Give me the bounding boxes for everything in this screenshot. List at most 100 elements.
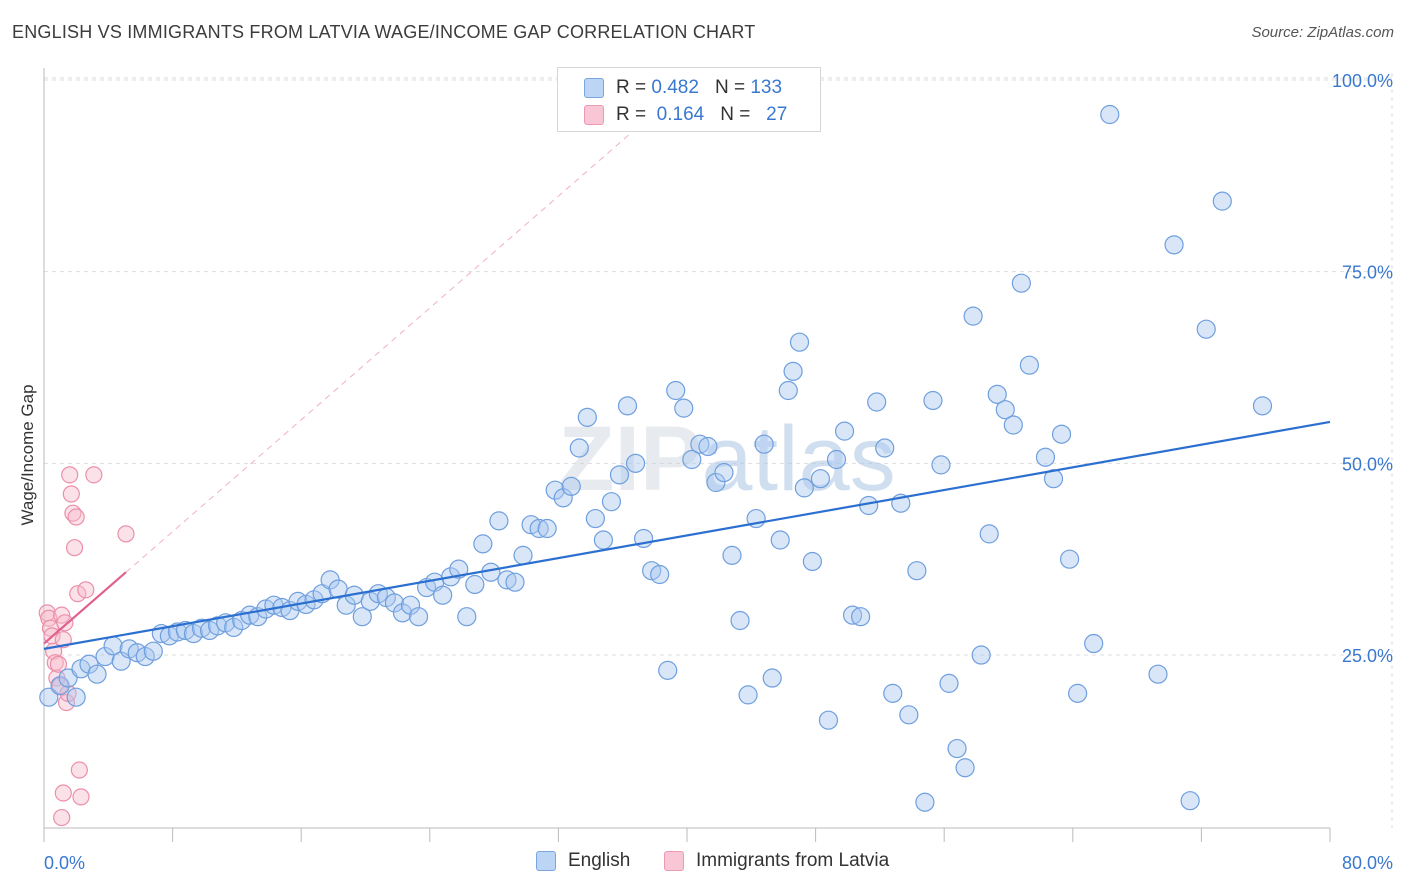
english-point	[384, 593, 405, 613]
latvia-trend-extension	[125, 133, 631, 573]
english-point	[971, 645, 991, 665]
english-legend-label: English	[568, 850, 631, 871]
y-tick-label: 75.0%	[1342, 263, 1393, 283]
english-point	[39, 687, 59, 707]
latvia-trend-line	[43, 571, 127, 645]
latvia-n-label: N =	[720, 104, 751, 125]
latvia-swatch	[584, 105, 604, 125]
english-point	[537, 518, 557, 539]
english-point	[995, 400, 1015, 420]
latvia-r-value: 0.164	[656, 104, 705, 125]
english-point	[224, 617, 244, 638]
latvia-point	[65, 539, 84, 557]
tick-labels: 25.0% 50.0% 75.0% 100.0% 0.0% 80.0%	[44, 71, 1393, 873]
watermark: ZIPatlas	[558, 408, 895, 510]
english-point	[609, 465, 630, 485]
english-point	[352, 607, 372, 627]
english-point	[1164, 235, 1184, 255]
latvia-point	[56, 614, 74, 632]
english-point	[783, 361, 803, 381]
english-point	[585, 508, 605, 529]
english-point	[593, 530, 614, 550]
legend-row-english: R = 0.482 N = 133	[584, 76, 782, 100]
latvia-point	[53, 808, 71, 827]
english-point	[979, 524, 999, 544]
english-point	[818, 710, 839, 730]
english-point	[569, 438, 589, 458]
english-point	[497, 570, 517, 590]
english-point	[658, 660, 678, 680]
y-axis-label: Wage/Income Gap	[18, 384, 37, 525]
english-point	[834, 421, 855, 441]
english-point	[883, 683, 903, 703]
english-point	[191, 618, 212, 638]
latvia-point	[69, 585, 87, 603]
source-note: Source: ZipAtlas.com	[1251, 24, 1394, 41]
english-point	[1180, 791, 1200, 811]
english-r-label: R =	[616, 77, 647, 98]
english-point	[738, 685, 758, 705]
english-point	[505, 572, 525, 592]
english-point	[698, 436, 718, 457]
english-point	[561, 476, 581, 496]
english-point	[392, 603, 413, 623]
axes	[43, 68, 1331, 842]
y-tick-label: 100.0%	[1332, 71, 1393, 91]
english-point	[529, 518, 549, 539]
latvia-legend-label: Immigrants from Latvia	[696, 850, 890, 871]
english-point	[851, 607, 871, 627]
english-point	[682, 449, 702, 470]
bottom-legend-english: English	[536, 850, 630, 872]
english-point	[1035, 447, 1056, 467]
english-point	[489, 511, 509, 531]
latvia-point	[61, 466, 79, 484]
latvia-point	[117, 525, 135, 543]
english-points	[39, 104, 1273, 812]
english-swatch	[584, 78, 604, 98]
english-point	[899, 705, 919, 725]
english-point	[1059, 549, 1080, 569]
english-point	[955, 758, 975, 778]
english-point	[762, 668, 782, 688]
english-point	[577, 407, 597, 427]
english-point	[66, 687, 86, 707]
english-point	[1148, 664, 1168, 684]
english-n-label: N =	[714, 77, 746, 98]
x-tick-label: 0.0%	[44, 853, 85, 873]
english-point	[802, 551, 822, 572]
english-point	[553, 488, 573, 508]
english-point	[1011, 273, 1031, 293]
english-point	[690, 434, 710, 454]
latvia-point	[72, 788, 90, 806]
english-point	[650, 564, 670, 585]
latvia-point	[62, 485, 80, 503]
english-point	[722, 545, 742, 565]
latvia-r-label: R =	[616, 104, 647, 125]
english-point	[778, 380, 798, 401]
english-point	[907, 561, 927, 581]
english-point	[770, 530, 790, 550]
latvia-trend-extension-line	[125, 133, 631, 573]
english-point	[457, 607, 477, 627]
english-point	[714, 462, 734, 483]
latvia-point	[70, 761, 88, 779]
y-tick-label: 25.0%	[1342, 646, 1393, 666]
bottom-legend-latvia: Immigrants from Latvia	[664, 850, 889, 872]
english-point	[400, 595, 421, 615]
english-point	[143, 641, 163, 661]
latvia-point	[85, 466, 103, 484]
english-point	[625, 453, 646, 473]
english-point	[931, 455, 951, 475]
latvia-point	[54, 784, 72, 802]
english-point	[923, 390, 943, 411]
english-point	[810, 469, 831, 489]
english-point	[1068, 683, 1088, 703]
latvia-point	[49, 655, 68, 673]
legend-row-latvia: R = 0.164 N = 27	[584, 103, 787, 127]
latvia-point	[77, 581, 95, 599]
english-point	[963, 306, 983, 326]
english-legend-swatch	[536, 851, 556, 871]
english-point	[1003, 415, 1023, 435]
english-point	[617, 396, 638, 416]
